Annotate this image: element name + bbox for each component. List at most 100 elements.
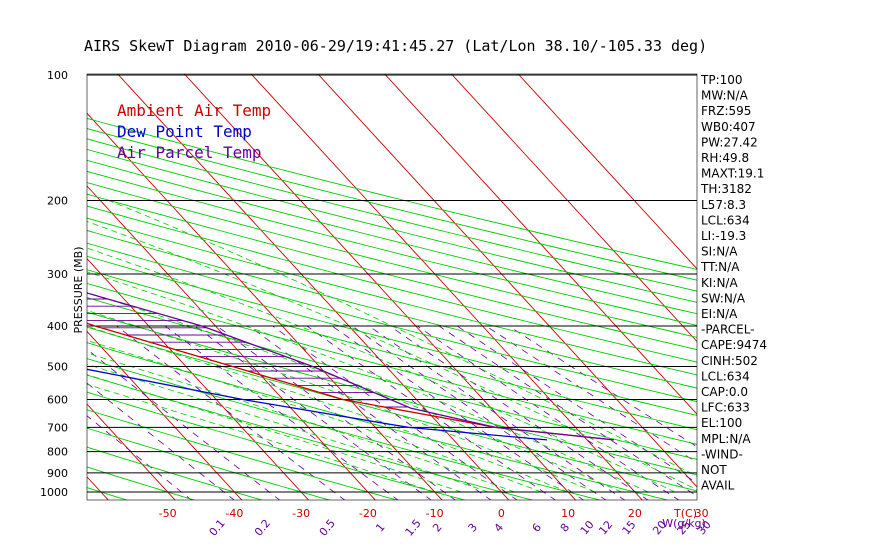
mixing-ratio-line (368, 325, 626, 500)
pressure-tick-label: 400 (47, 320, 68, 333)
isotherm-line (517, 74, 697, 270)
pressure-tick-label: 700 (47, 421, 68, 434)
mixing-ratio-line (87, 348, 281, 500)
dry-adiabat-line (87, 230, 697, 389)
isotherm-line (87, 112, 443, 500)
moist-adiabat-line (87, 247, 676, 493)
isotherm-line (250, 74, 643, 500)
sounding-index-label: AVAIL (701, 479, 735, 493)
moist-adiabat-line (108, 200, 697, 477)
dry-adiabat-line (87, 193, 697, 351)
bottom-temp-tick-label: 0 (498, 507, 505, 520)
plot-frame (86, 73, 698, 501)
sounding-index-label: LI:-19.3 (701, 229, 746, 243)
dry-adiabat-line (87, 205, 697, 363)
dry-adiabat-line (87, 391, 467, 500)
mixing-ratio-tick-label: 0.1 (207, 517, 228, 539)
pressure-tick-label: 100 (47, 69, 68, 82)
mixing-ratio-tick-label: 10 (578, 518, 597, 537)
bottom-temp-tick-label: -20 (359, 507, 377, 520)
bottom-temp-tick-label: 10 (561, 507, 575, 520)
sounding-index-label: CAPE:9474 (701, 338, 767, 352)
isotherm-line (117, 74, 510, 500)
sounding-index-label: LCL:634 (701, 213, 750, 227)
dry-adiabat-line (87, 311, 697, 476)
mixing-ratio-tick-label: 3 (466, 521, 480, 535)
sounding-index-label: L57:8.3 (701, 198, 746, 212)
pressure-tick-label: 1000 (40, 486, 68, 499)
sounding-index-label: SW:N/A (701, 291, 746, 305)
chart-legend: Ambient Air Temp Dew Point Temp Air Parcel… (117, 101, 271, 162)
cape-hatching (87, 298, 409, 408)
sounding-index-label: TP:100 (700, 73, 743, 87)
sounding-index-label: EI:N/A (701, 307, 738, 321)
chart-axes: 1002003004005006007008009001000-120-110-… (40, 69, 714, 539)
sounding-index-label: RH:49.8 (701, 151, 749, 165)
mixing-ratio-line (248, 325, 492, 500)
isotherm-line (384, 74, 697, 415)
moist-adiabat-line (87, 374, 462, 493)
mixing-ratio-tick-label: 1.5 (403, 517, 424, 539)
sounding-index-label: KI:N/A (701, 276, 738, 290)
pressure-tick-label: 800 (47, 446, 68, 459)
series-line-ambient-air-temp (87, 322, 614, 441)
mixing-ratio-line (352, 325, 607, 500)
pressure-tick-label: 500 (47, 360, 68, 373)
dry-adiabat-line (87, 128, 697, 281)
dry-adiabat-line (87, 217, 697, 376)
dry-adiabat-line (87, 255, 697, 416)
dry-adiabat-line (87, 149, 697, 303)
dry-adiabat-line (87, 446, 264, 500)
dry-adiabat-line (87, 242, 697, 403)
mixing-ratio-line (272, 325, 518, 500)
isotherm-line (87, 258, 310, 500)
x-axis-unit-label: T(C) (673, 507, 697, 520)
dry-adiabat-line (87, 427, 331, 500)
sounding-index-label: MW:N/A (701, 89, 749, 103)
dry-adiabat-line (87, 159, 697, 315)
dry-adiabat-line (87, 358, 602, 500)
mixing-ratio-line (87, 415, 193, 500)
mixing-ratio-unit-label: W(g/kg) (662, 517, 706, 530)
sounding-index-label: FRZ:595 (701, 104, 751, 118)
isotherm-line (87, 185, 376, 500)
sounding-index-label: CINH:502 (701, 354, 758, 368)
dry-adiabat-line (87, 374, 534, 500)
legend-item: Dew Point Temp (117, 122, 252, 141)
mixing-ratio-tick-label: 2 (430, 521, 444, 535)
mixing-ratio-tick-label: 4 (492, 521, 506, 535)
sounding-index-label: PW:27.42 (701, 135, 758, 149)
isotherm-line (450, 74, 697, 343)
sounding-index-label: NOT (701, 463, 727, 477)
sounding-index-label: CAP:0.0 (701, 385, 748, 399)
mixing-ratio-tick-label: 0.2 (252, 517, 273, 539)
sounding-index-label: EL:100 (701, 416, 742, 430)
sounding-index-label: -PARCEL- (701, 323, 755, 337)
isotherm-line (87, 330, 243, 500)
bottom-temp-tick-label: 20 (628, 507, 642, 520)
sounding-index-label: LCL:634 (701, 369, 750, 383)
pressure-tick-label: 900 (47, 467, 68, 480)
mixing-ratio-line (87, 382, 235, 500)
dry-adiabat-line (87, 409, 399, 500)
dry-adiabat-line (87, 138, 697, 292)
sounding-index-label: SI:N/A (701, 245, 738, 259)
dry-adiabat-line (87, 269, 697, 431)
sounding-index-label: TH:3182 (700, 182, 752, 196)
sounding-index-label: MAXT:19.1 (701, 167, 764, 181)
mixing-ratio-line (438, 325, 697, 497)
bottom-temp-tick-label: -50 (159, 507, 177, 520)
pressure-tick-label: 200 (47, 195, 68, 208)
bottom-temp-tick-label: -40 (225, 507, 243, 520)
dry-adiabat-line (87, 117, 697, 270)
sounding-index-label: -WIND- (701, 447, 743, 461)
isotherm-line (0, 56, 42, 501)
dry-adiabat-line (87, 326, 697, 492)
sounding-index-label: TT:N/A (700, 260, 740, 274)
profile-lines (87, 292, 614, 441)
sounding-index-label: MPL:N/A (701, 432, 751, 446)
mixing-ratio-line (456, 325, 697, 484)
mixing-ratio-line (116, 325, 346, 500)
pressure-tick-label: 600 (47, 393, 68, 406)
